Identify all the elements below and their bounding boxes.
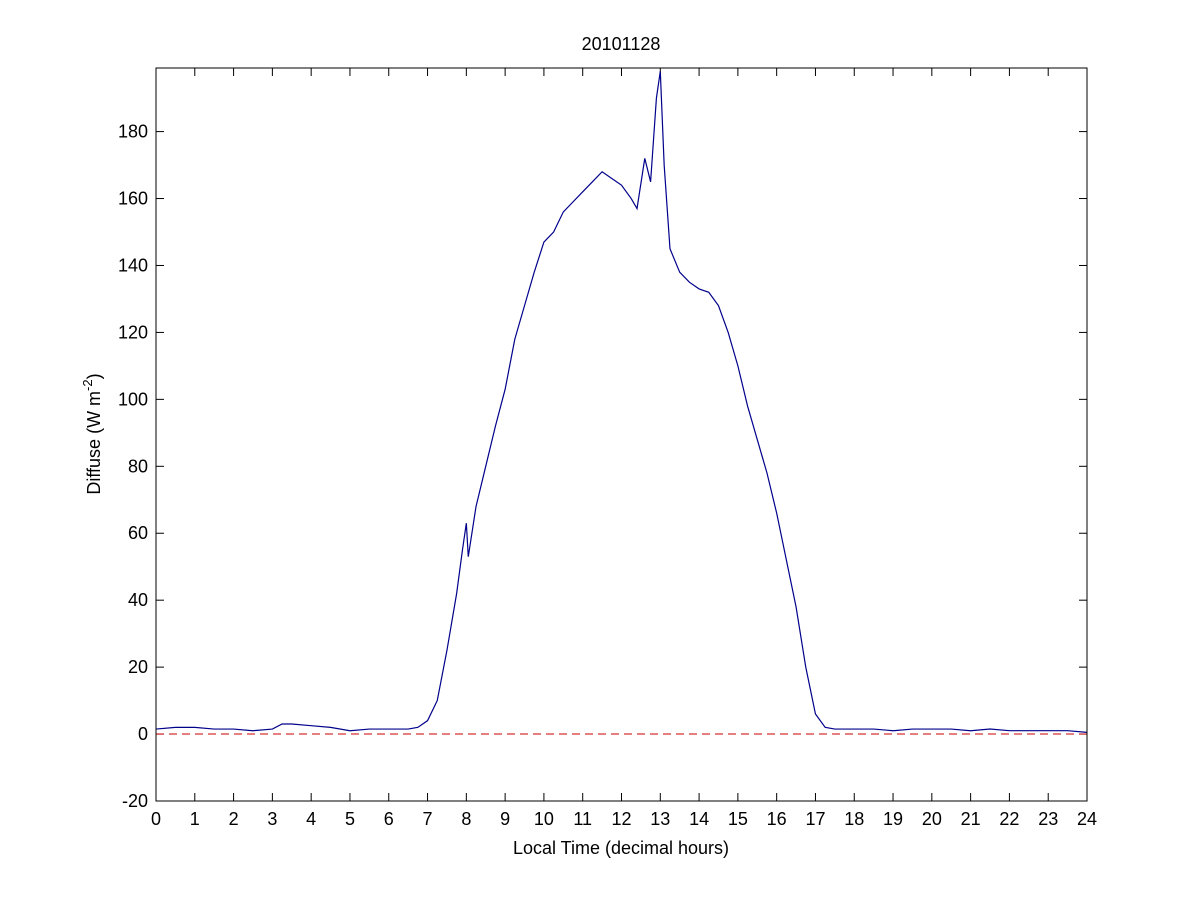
data-line xyxy=(155,71,1088,733)
y-tick-label: 60 xyxy=(128,523,148,543)
x-tick-label: 7 xyxy=(423,809,433,829)
y-tick-label: 120 xyxy=(118,322,148,342)
chart-title: 20101128 xyxy=(582,34,661,54)
x-tick-label: 17 xyxy=(805,809,825,829)
y-tick-label: 160 xyxy=(118,189,148,209)
y-label-sup: -2 xyxy=(80,379,95,391)
x-tick-label: 0 xyxy=(151,809,161,829)
x-tick-label: 18 xyxy=(844,809,864,829)
x-tick-label: 24 xyxy=(1077,809,1097,829)
x-tick-label: 9 xyxy=(500,809,510,829)
x-tick-label: 21 xyxy=(961,809,981,829)
x-tick-label: 3 xyxy=(267,809,277,829)
plot-frame xyxy=(155,67,1088,802)
y-tick-label: 0 xyxy=(138,724,148,744)
x-tick-label: 23 xyxy=(1038,809,1058,829)
x-tick-label: 14 xyxy=(689,809,709,829)
x-tick-label: 22 xyxy=(999,809,1019,829)
y-label-suffix: ) xyxy=(84,373,104,379)
y-tick-label: -20 xyxy=(122,791,148,811)
y-label-text: Diffuse (W m xyxy=(84,391,104,495)
x-tick-label: 12 xyxy=(611,809,631,829)
x-tick-label: 16 xyxy=(767,809,787,829)
y-tick-label: 100 xyxy=(118,389,148,409)
x-tick-label: 6 xyxy=(384,809,394,829)
x-tick-label: 15 xyxy=(728,809,748,829)
y-axis-label: Diffuse (W m-2) xyxy=(80,373,104,494)
x-tick-label: 8 xyxy=(461,809,471,829)
x-tick-label: 13 xyxy=(650,809,670,829)
y-tick-label: 80 xyxy=(128,456,148,476)
x-tick-label: 11 xyxy=(573,809,592,829)
y-tick-label: 20 xyxy=(128,657,148,677)
x-tick-label: 5 xyxy=(345,809,355,829)
y-tick-label: 40 xyxy=(128,590,148,610)
x-tick-label: 2 xyxy=(229,809,239,829)
x-tick-label: 4 xyxy=(306,809,316,829)
x-tick-label: 20 xyxy=(922,809,942,829)
y-tick-label: 180 xyxy=(118,122,148,142)
x-axis-label: Local Time (decimal hours) xyxy=(513,838,729,858)
x-tick-label: 10 xyxy=(534,809,554,829)
x-tick-label: 1 xyxy=(190,809,200,829)
x-tick-label: 19 xyxy=(883,809,903,829)
y-tick-label: 140 xyxy=(118,255,148,275)
